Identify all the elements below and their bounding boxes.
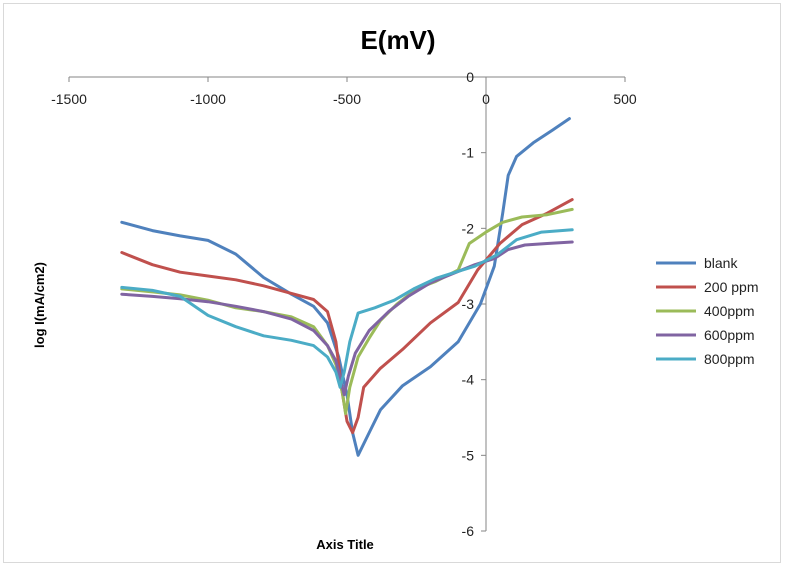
y-axis-title: log I(mA/cm2) — [32, 262, 47, 348]
legend-label: 600ppm — [704, 327, 755, 343]
series-line-800ppm — [120, 228, 574, 389]
series-lines — [120, 117, 574, 457]
y-tick-label: -1 — [462, 145, 475, 161]
y-tick-label: -3 — [462, 296, 475, 312]
chart-area — [3, 3, 781, 563]
y-tick-label: -6 — [462, 523, 475, 539]
legend: blank 200 ppm 400ppm 600ppm 800ppm — [656, 255, 758, 367]
x-tick-label: 0 — [482, 91, 490, 107]
series-line-blank — [120, 117, 571, 457]
y-tick-label: -4 — [462, 372, 475, 388]
x-tick-label: -1500 — [51, 91, 87, 107]
x-tick-label: -1000 — [190, 91, 226, 107]
legend-label: 400ppm — [704, 303, 755, 319]
series-line-200-ppm — [120, 198, 574, 435]
y-tick-label: 0 — [466, 69, 474, 85]
x-axis-title: Axis Title — [316, 537, 374, 552]
x-tick-label: 500 — [613, 91, 637, 107]
series-line-600ppm — [120, 240, 574, 397]
legend-label: 200 ppm — [704, 279, 758, 295]
y-tick-label: -2 — [462, 220, 475, 236]
axes: -1500 -1000 -500 0 500 0 -1 -2 -3 -4 -5 -6 — [51, 69, 637, 539]
legend-label: 800ppm — [704, 351, 755, 367]
legend-label: blank — [704, 255, 738, 271]
chart-title: E(mV) — [360, 25, 435, 55]
y-tick-label: -5 — [462, 447, 475, 463]
x-tick-label: -500 — [333, 91, 361, 107]
